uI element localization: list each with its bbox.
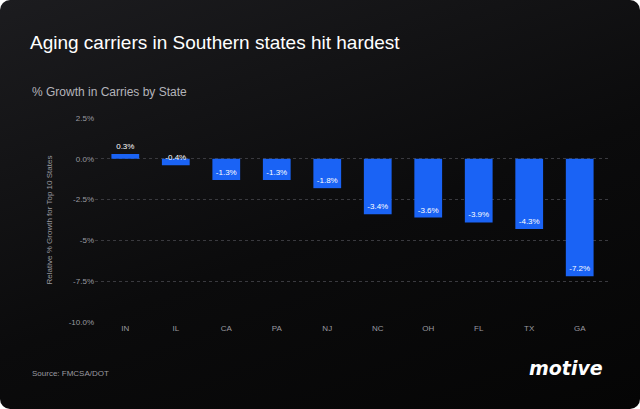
svg-text:motive: motive: [529, 357, 603, 379]
svg-text:NJ: NJ: [322, 324, 332, 333]
svg-text:-7.2%: -7.2%: [569, 264, 590, 273]
svg-text:-1.8%: -1.8%: [317, 176, 338, 185]
svg-text:% Growth in Carries by State: % Growth in Carries by State: [32, 85, 187, 99]
svg-text:0.0%: 0.0%: [76, 155, 94, 164]
svg-text:Source: FMCSA/DOT: Source: FMCSA/DOT: [32, 369, 109, 378]
svg-text:-4.3%: -4.3%: [519, 217, 540, 226]
svg-text:CA: CA: [221, 324, 233, 333]
svg-text:PA: PA: [272, 324, 283, 333]
svg-text:FL: FL: [474, 324, 484, 333]
svg-text:TX: TX: [524, 324, 535, 333]
svg-text:2.5%: 2.5%: [76, 114, 94, 123]
svg-text:IL: IL: [172, 324, 179, 333]
svg-text:GA: GA: [574, 324, 586, 333]
svg-text:-2.5%: -2.5%: [73, 195, 94, 204]
svg-text:-3.4%: -3.4%: [367, 202, 388, 211]
svg-text:-5%: -5%: [80, 236, 94, 245]
svg-text:-0.4%: -0.4%: [165, 153, 186, 162]
svg-text:Relative % Growth for Top 10 S: Relative % Growth for Top 10 States: [45, 156, 54, 285]
svg-text:OH: OH: [422, 324, 434, 333]
svg-text:-1.3%: -1.3%: [266, 168, 287, 177]
svg-text:-3.6%: -3.6%: [418, 206, 439, 215]
svg-text:-10.0%: -10.0%: [69, 318, 94, 327]
svg-text:-3.9%: -3.9%: [468, 210, 489, 219]
svg-text:NC: NC: [372, 324, 384, 333]
svg-text:IN: IN: [121, 324, 129, 333]
svg-text:Aging carriers in Southern sta: Aging carriers in Southern states hit ha…: [30, 32, 400, 53]
svg-text:-1.3%: -1.3%: [216, 168, 237, 177]
svg-text:0.3%: 0.3%: [116, 142, 134, 151]
svg-text:-7.5%: -7.5%: [73, 277, 94, 286]
